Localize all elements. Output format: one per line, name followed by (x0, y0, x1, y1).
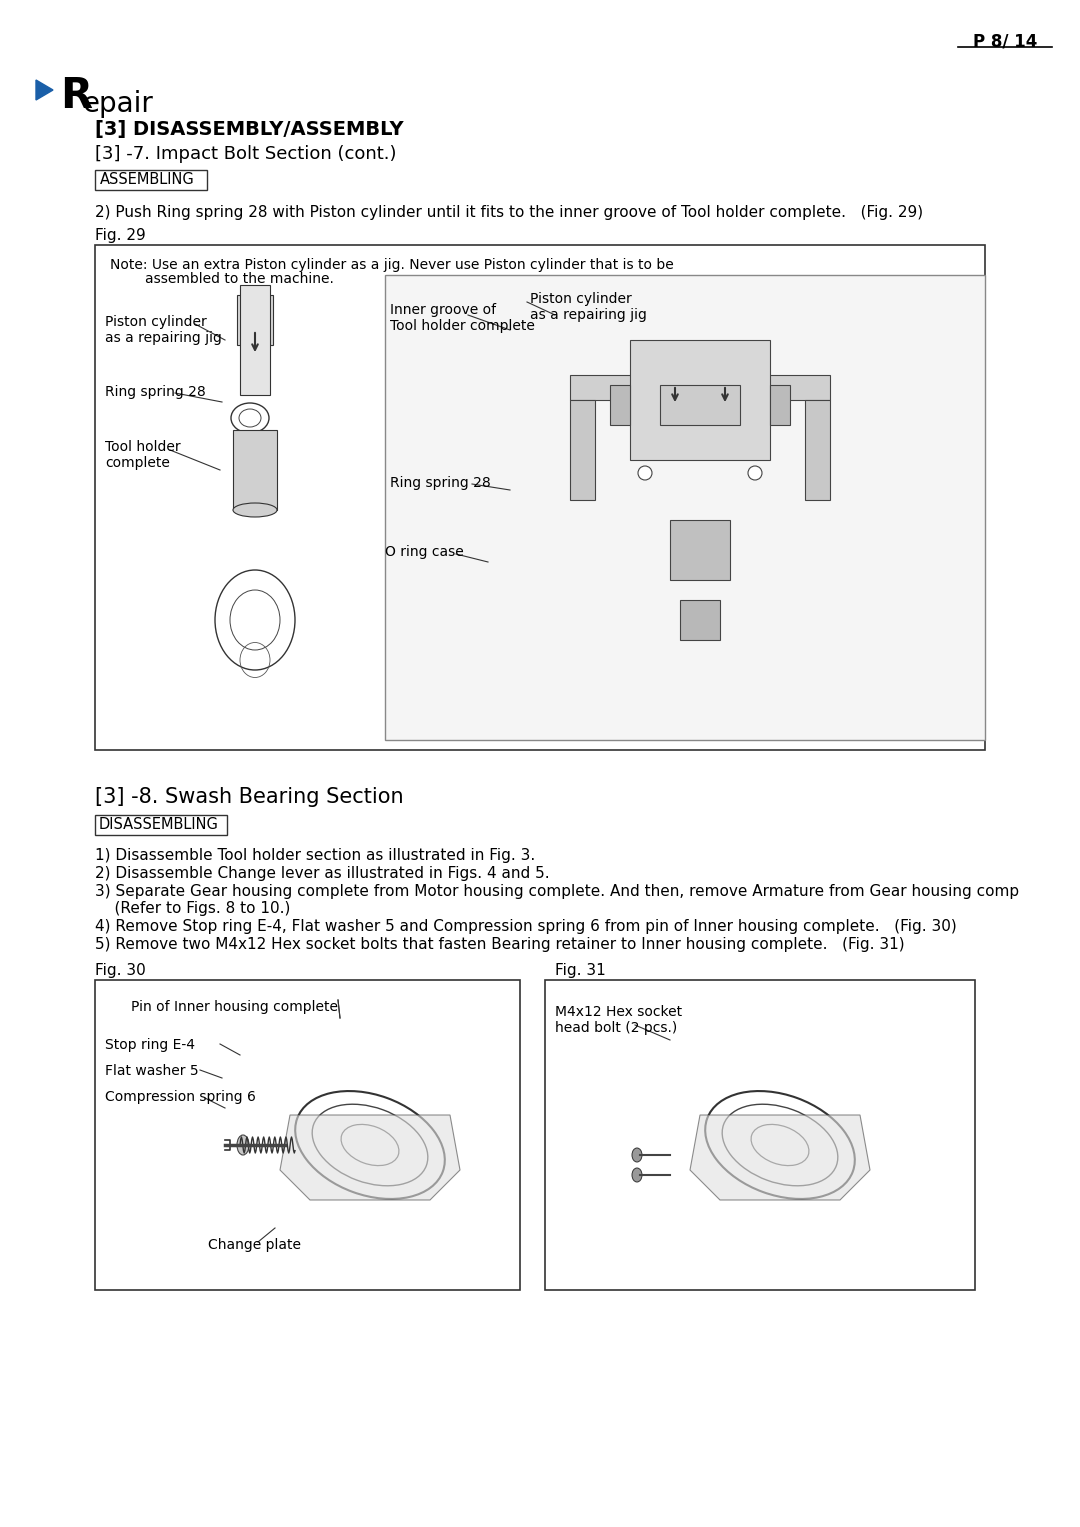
Polygon shape (36, 79, 53, 99)
Text: 4) Remove Stop ring E-4, Flat washer 5 and Compression spring 6 from pin of Inne: 4) Remove Stop ring E-4, Flat washer 5 a… (95, 919, 957, 935)
Text: Fig. 29: Fig. 29 (95, 228, 146, 243)
Text: M4x12 Hex socket
head bolt (2 pcs.): M4x12 Hex socket head bolt (2 pcs.) (555, 1005, 683, 1035)
Bar (610, 385, 630, 425)
Text: Tool holder
complete: Tool holder complete (105, 440, 180, 470)
Bar (95, 169, 207, 189)
Bar (95, 244, 985, 750)
Ellipse shape (632, 1168, 642, 1182)
Bar (384, 275, 985, 741)
Bar (95, 980, 519, 1290)
Bar (570, 376, 831, 400)
Bar (770, 385, 789, 425)
Text: Piston cylinder
as a repairing jig: Piston cylinder as a repairing jig (530, 292, 647, 322)
Text: R: R (60, 75, 92, 118)
Text: Ring spring 28: Ring spring 28 (105, 385, 206, 399)
Text: 3) Separate Gear housing complete from Motor housing complete. And then, remove : 3) Separate Gear housing complete from M… (95, 884, 1020, 899)
Text: [3] -7. Impact Bolt Section (cont.): [3] -7. Impact Bolt Section (cont.) (95, 145, 396, 163)
Text: Fig. 30: Fig. 30 (95, 964, 146, 977)
Text: Ring spring 28: Ring spring 28 (390, 476, 490, 490)
Text: Compression spring 6: Compression spring 6 (105, 1090, 256, 1104)
Bar (233, 431, 276, 510)
Text: assembled to the machine.: assembled to the machine. (110, 272, 334, 286)
Text: [3] DISASSEMBLY/ASSEMBLY: [3] DISASSEMBLY/ASSEMBLY (95, 121, 404, 139)
Text: P 8/ 14: P 8/ 14 (973, 32, 1037, 50)
Text: Note: Use an extra Piston cylinder as a jig. Never use Piston cylinder that is t: Note: Use an extra Piston cylinder as a … (110, 258, 674, 272)
Ellipse shape (748, 466, 762, 479)
Bar (680, 600, 720, 640)
Ellipse shape (237, 1135, 249, 1154)
Ellipse shape (632, 1148, 642, 1162)
Text: 2) Push Ring spring 28 with Piston cylinder until it fits to the inner groove of: 2) Push Ring spring 28 with Piston cylin… (95, 205, 923, 220)
Polygon shape (690, 1115, 870, 1200)
Bar (570, 400, 595, 499)
Ellipse shape (638, 466, 652, 479)
Text: (Refer to Figs. 8 to 10.): (Refer to Figs. 8 to 10.) (95, 901, 291, 916)
Text: 2) Disassemble Change lever as illustrated in Figs. 4 and 5.: 2) Disassemble Change lever as illustrat… (95, 866, 550, 881)
Text: Fig. 31: Fig. 31 (555, 964, 606, 977)
Text: DISASSEMBLING: DISASSEMBLING (99, 817, 219, 832)
Text: Pin of Inner housing complete: Pin of Inner housing complete (131, 1000, 338, 1014)
Bar (237, 295, 273, 345)
Polygon shape (280, 1115, 460, 1200)
Text: Change plate: Change plate (208, 1238, 301, 1252)
Ellipse shape (233, 502, 276, 518)
Text: [3] -8. Swash Bearing Section: [3] -8. Swash Bearing Section (95, 786, 404, 806)
Text: Inner groove of
Tool holder complete: Inner groove of Tool holder complete (390, 302, 535, 333)
Text: Flat washer 5: Flat washer 5 (105, 1064, 199, 1078)
Text: 1) Disassemble Tool holder section as illustrated in Fig. 3.: 1) Disassemble Tool holder section as il… (95, 847, 536, 863)
Text: 5) Remove two M4x12 Hex socket bolts that fasten Bearing retainer to Inner housi: 5) Remove two M4x12 Hex socket bolts tha… (95, 938, 905, 951)
Bar (670, 521, 730, 580)
Text: epair: epair (83, 90, 153, 118)
Text: Stop ring E-4: Stop ring E-4 (105, 1038, 195, 1052)
Text: Piston cylinder
as a repairing jig: Piston cylinder as a repairing jig (105, 315, 221, 345)
Text: ASSEMBLING: ASSEMBLING (100, 173, 194, 186)
Bar (660, 385, 740, 425)
Bar (630, 341, 770, 460)
Bar (805, 400, 831, 499)
Bar (240, 286, 270, 395)
Bar (545, 980, 975, 1290)
Bar (95, 815, 227, 835)
Text: O ring case: O ring case (384, 545, 463, 559)
